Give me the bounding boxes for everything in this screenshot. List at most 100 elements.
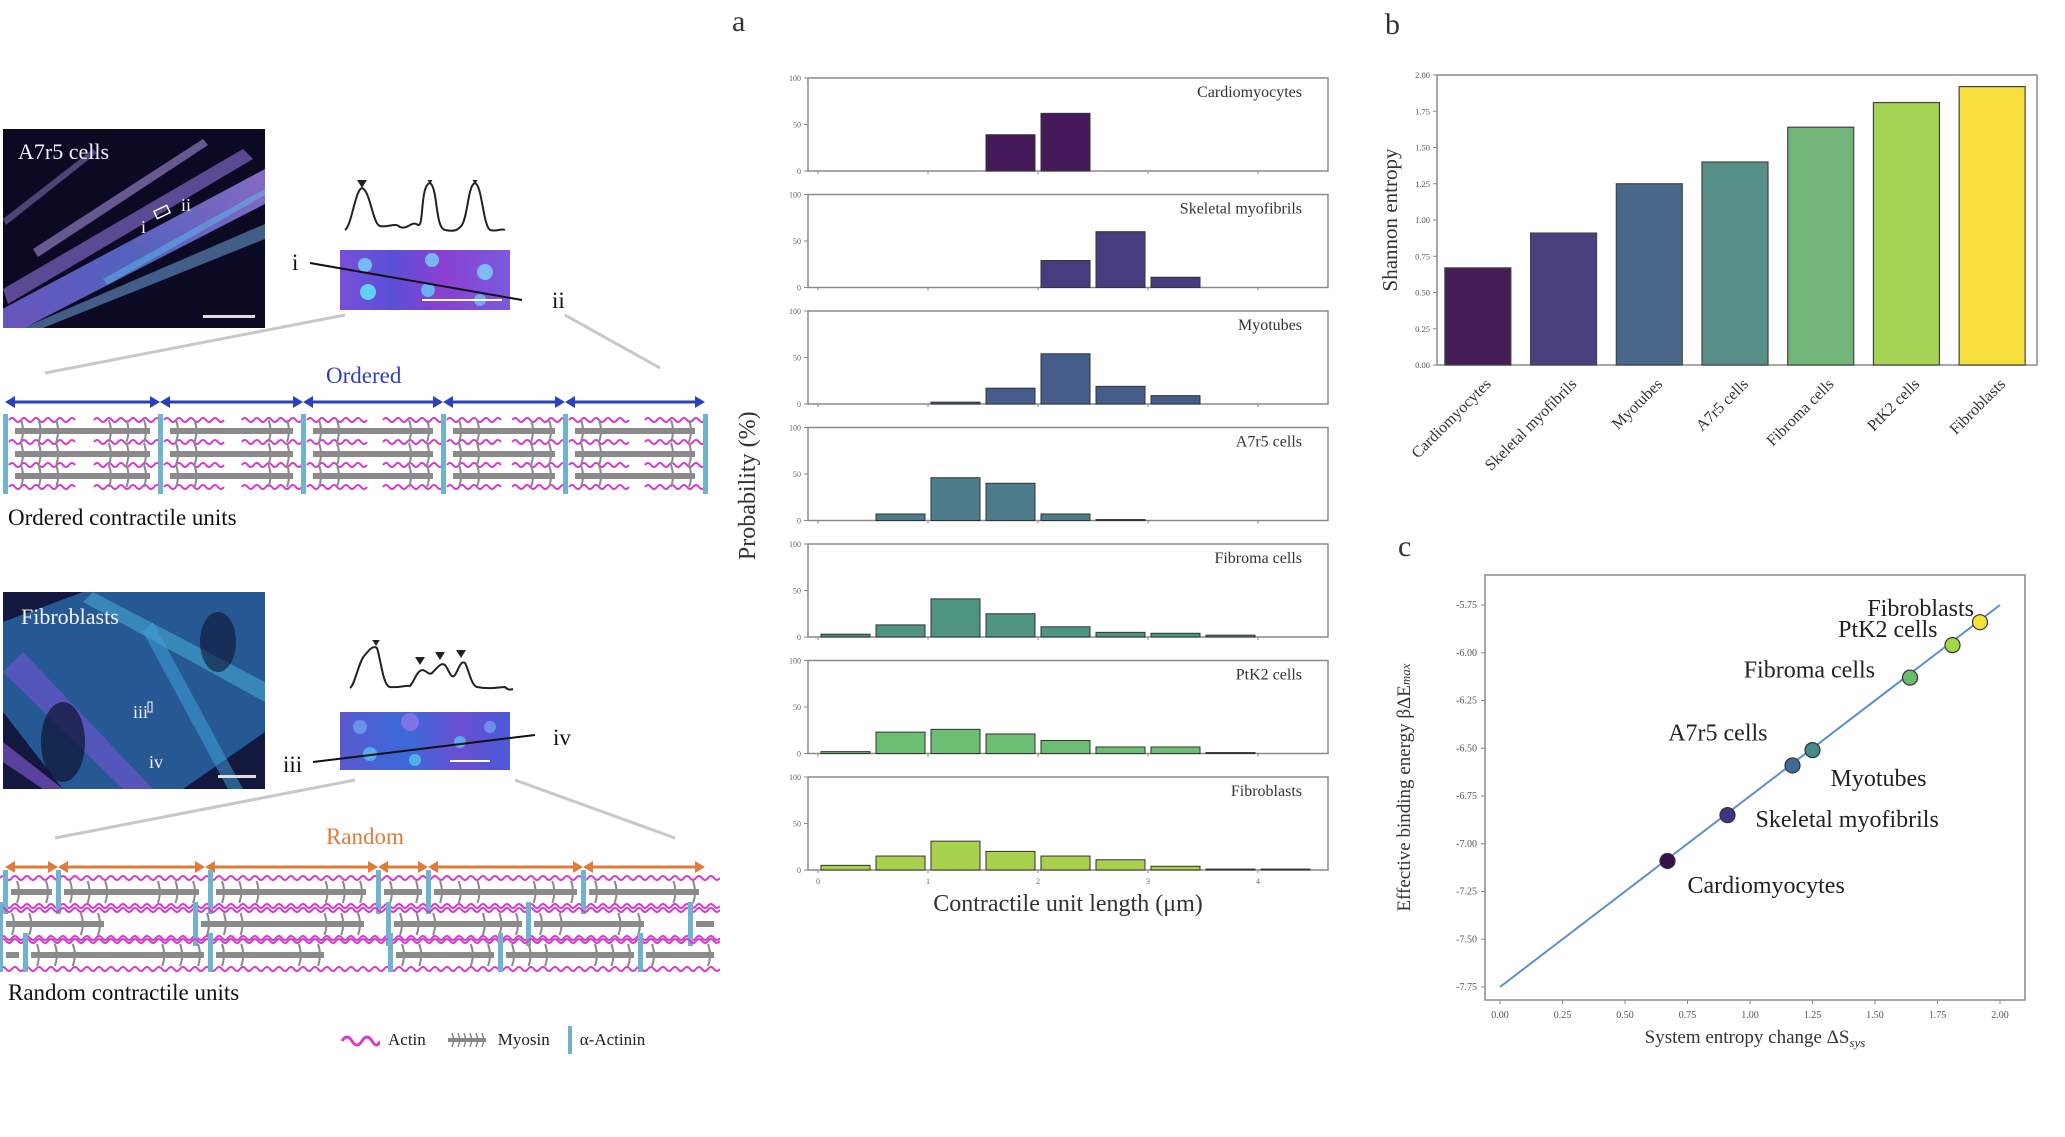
chart-b-shannon-entropy: 0.00 0.25 0.50 0.75 1.00 1.25 1.50 1.75 2.00 Card… — [1378, 70, 2038, 474]
y-tick-label: 0 — [797, 633, 801, 642]
alpha-actinin-disk — [388, 933, 393, 972]
myosin-head — [193, 419, 198, 443]
myosin-head — [458, 419, 462, 443]
histogram-bar — [1040, 112, 1091, 172]
actin-filament — [163, 484, 225, 490]
point-label: A7r5 cells — [1668, 720, 1767, 746]
myosin-backbone — [589, 889, 699, 895]
alpha-actinin-disk — [498, 933, 503, 972]
myosin-head — [318, 419, 322, 443]
histogram-bar — [875, 624, 926, 638]
myosin-head — [594, 880, 598, 904]
alpha-actinin-disk — [193, 902, 198, 946]
actin-filament — [644, 439, 706, 445]
y-tick-label: -7.00 — [1456, 839, 1477, 850]
y-tick-label: 50 — [793, 237, 801, 246]
myosin-head — [598, 464, 602, 488]
myosin-head — [426, 419, 430, 443]
y-tick-label: 0 — [797, 750, 801, 759]
myosin-head — [86, 880, 91, 904]
myosin-backbone — [6, 952, 19, 958]
myosin-backbone — [201, 921, 364, 927]
myosin-filament — [313, 442, 433, 466]
y-tick-label: 0 — [797, 400, 801, 409]
myosin-head — [458, 464, 462, 488]
myosin-head — [651, 943, 655, 967]
y-tick-label: 1.00 — [1415, 215, 1430, 225]
ordered-label: Ordered — [326, 363, 402, 388]
histogram-bar — [1040, 855, 1091, 871]
histogram-bar — [820, 633, 871, 638]
intensity-profile-ordered — [344, 180, 506, 232]
alpha-actinin-disk — [3, 414, 8, 494]
entropy-bar — [1958, 86, 2026, 366]
myosin-head — [221, 943, 225, 967]
x-axis-label: System entropy change ΔSsys — [1645, 1027, 1866, 1050]
entropy-bar — [1872, 101, 1941, 366]
histogram-bar — [930, 840, 981, 871]
myosin-head — [286, 419, 290, 443]
arrow-head-left — [303, 396, 313, 408]
y-tick-label: 100 — [789, 424, 801, 433]
actin-filament — [0, 966, 720, 972]
myosin-head — [469, 943, 474, 967]
y-tick-label: 100 — [789, 657, 801, 666]
x-tick-label: A7r5 cells — [1693, 376, 1752, 435]
y-tick-label: 0.75 — [1415, 251, 1430, 261]
actin-filament — [163, 462, 225, 468]
myosin-head — [558, 912, 563, 936]
myosin-glyph-icon — [447, 1032, 486, 1048]
alpha-actinin-disk — [0, 902, 3, 946]
arrow-head-left — [160, 396, 170, 408]
projection-lines-ordered — [44, 313, 661, 375]
length-arrow — [583, 861, 705, 873]
myosin-head — [107, 419, 112, 443]
histogram-subplot: 0 50 100 A7r5 cells — [789, 424, 1329, 526]
x-tick-label: Cardiomyocytes — [1409, 376, 1495, 462]
myosin-filament — [31, 943, 204, 967]
legend-myosin: Myosin — [444, 1030, 550, 1050]
myosin-filament — [11, 880, 52, 904]
myosin-backbone — [313, 473, 433, 479]
myosin-head — [548, 442, 552, 466]
histogram-bar — [930, 728, 981, 755]
myosin-head — [28, 912, 33, 936]
y-tick-label: -6.50 — [1456, 743, 1477, 754]
histogram-bar — [1205, 634, 1256, 638]
alpha-actinin-disk — [208, 933, 213, 972]
arrow-head-left — [443, 396, 453, 408]
x-tick-label: Myotubes — [1609, 376, 1666, 433]
myosin-head — [197, 943, 201, 967]
histogram-bar — [1205, 868, 1256, 871]
myosin-head — [107, 464, 112, 488]
myosin-head — [267, 442, 272, 466]
alpha-actinin-disk — [441, 414, 446, 494]
myosin-backbone — [170, 428, 293, 434]
actin-filament — [241, 462, 303, 468]
fibroblast-image-label: Fibroblasts — [21, 604, 119, 629]
length-arrow — [160, 396, 303, 408]
histogram-bar — [820, 864, 871, 871]
actin-filament — [511, 417, 567, 423]
alpha-actinin-disk — [688, 902, 693, 946]
point-label: Fibroblasts — [1867, 596, 1974, 622]
myosin-head — [297, 943, 302, 967]
legend-actin-label: Actin — [388, 1030, 426, 1049]
myosin-head — [570, 880, 574, 904]
arrow-head-right — [418, 861, 428, 873]
myosin-filament — [216, 880, 366, 904]
histogram-bar — [1095, 631, 1146, 638]
myosin-filament — [170, 464, 293, 488]
x-tick-label: Fibroblasts — [1947, 376, 2009, 438]
myosin-head — [267, 419, 272, 443]
myosin-head — [193, 464, 198, 488]
entropy-bar — [1529, 232, 1598, 366]
histogram-bar — [1040, 513, 1091, 521]
myosin-filament — [396, 943, 494, 967]
myosin-head — [125, 442, 130, 466]
myosin-head — [16, 880, 20, 904]
myosin-head — [408, 464, 412, 488]
alpha-actinin-disk — [386, 902, 391, 946]
panel-letter-c: c — [1398, 530, 1412, 563]
actin-filament — [511, 439, 567, 445]
